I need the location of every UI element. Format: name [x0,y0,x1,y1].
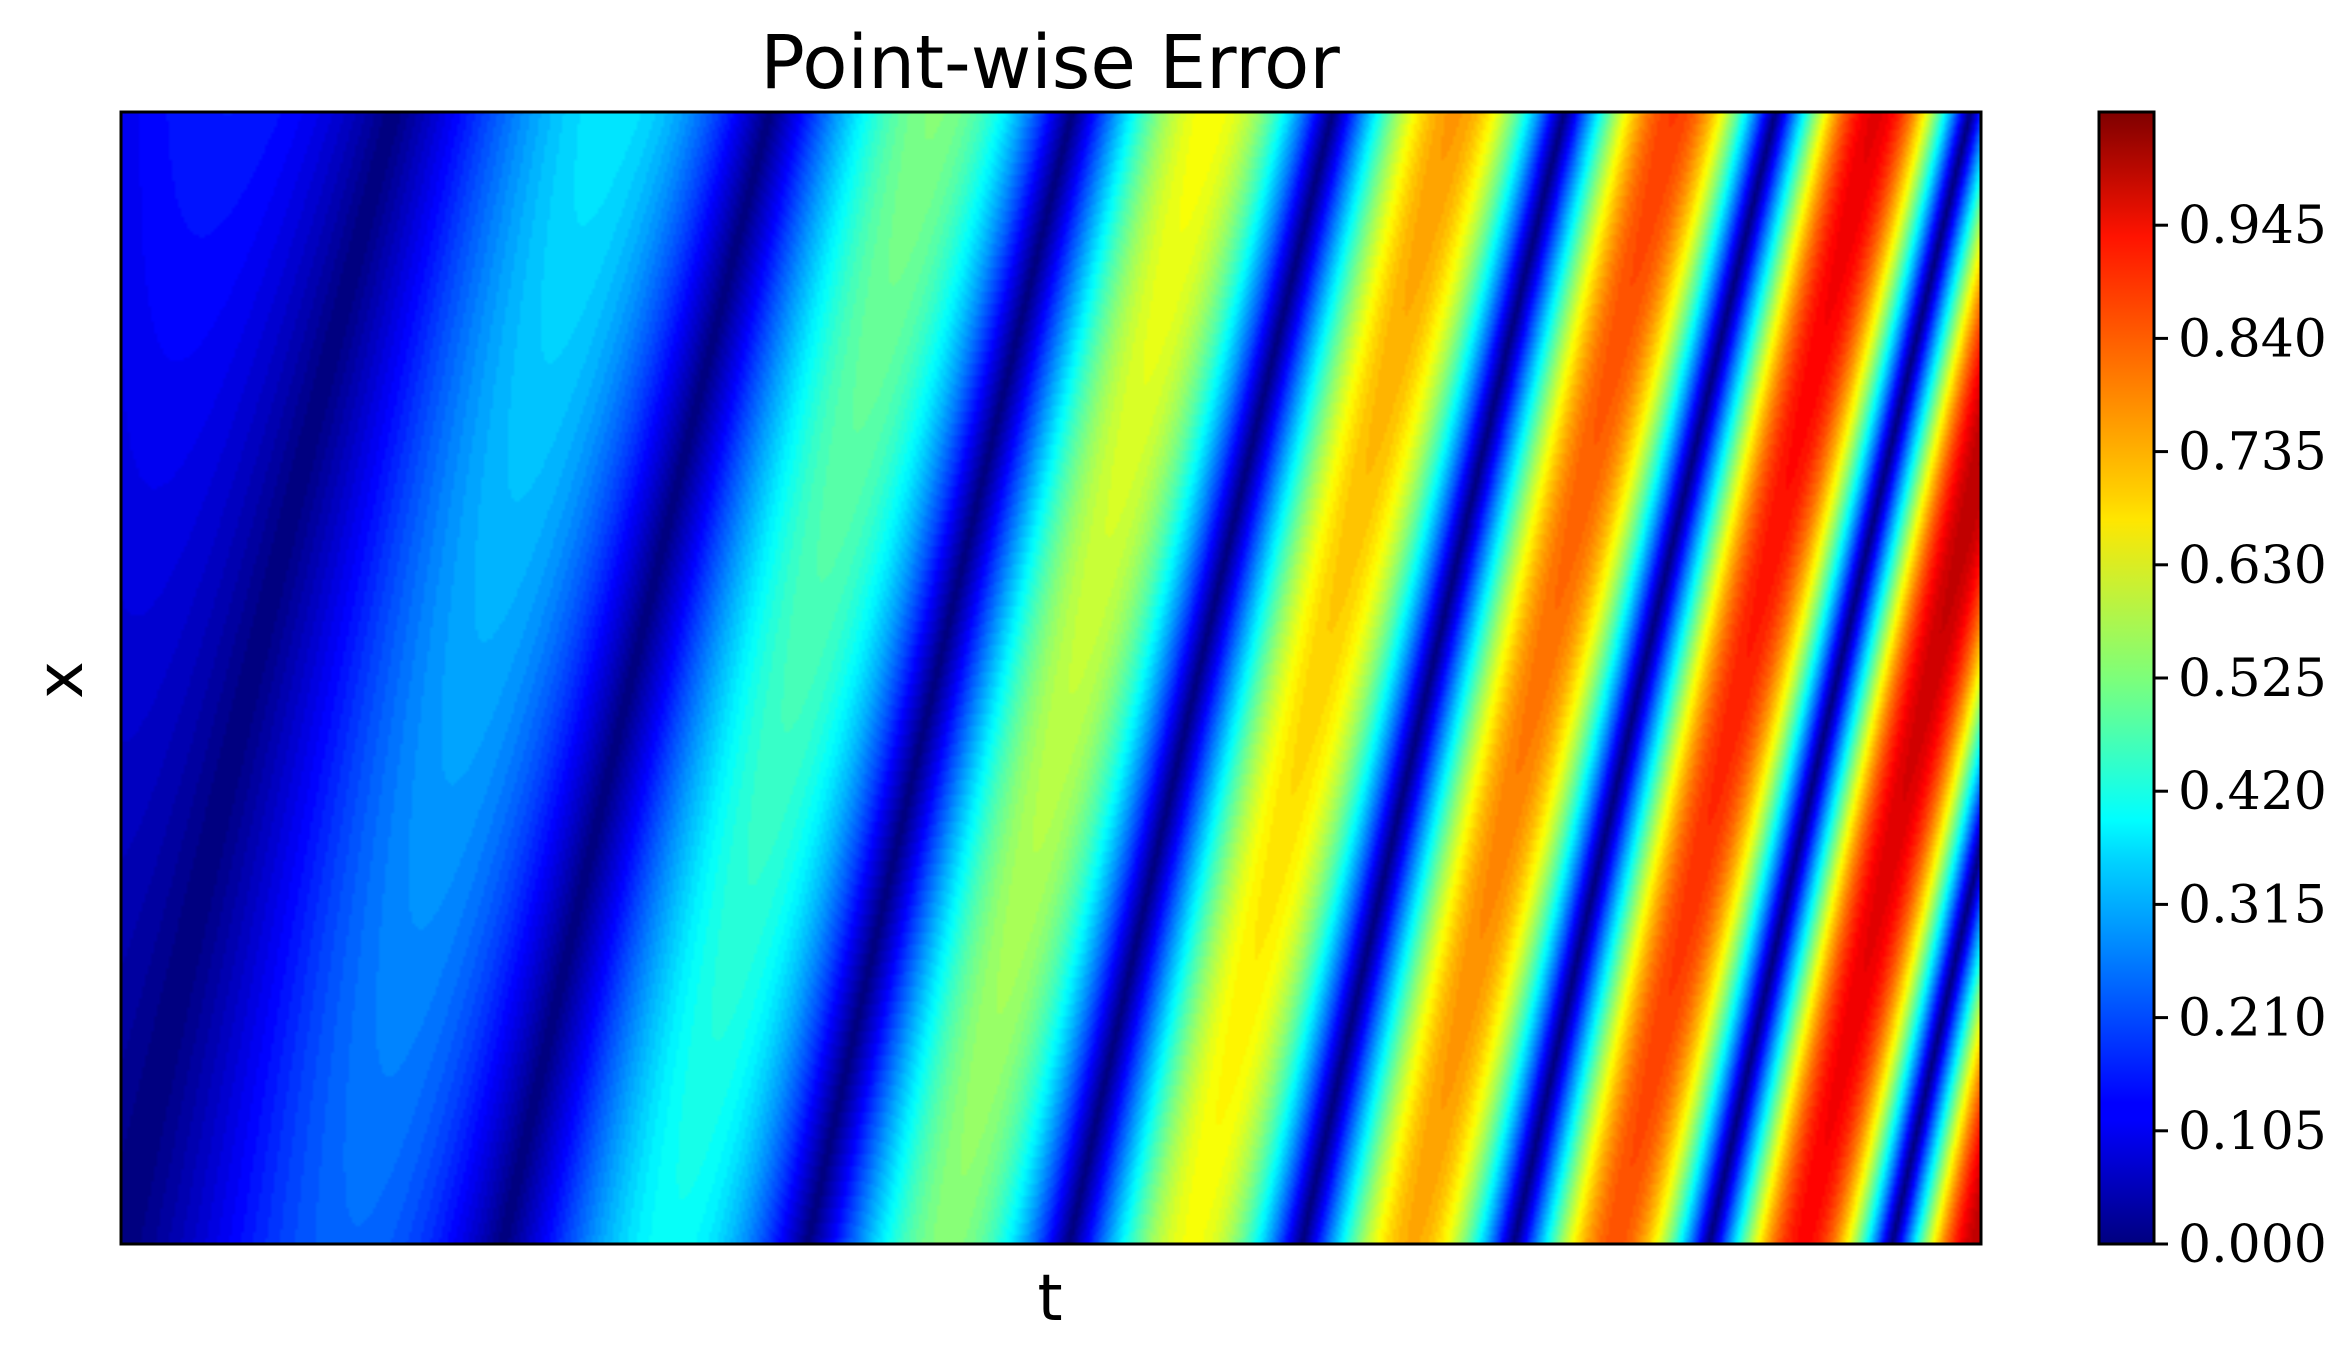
colorbar-tick-label: 0.210 [2178,989,2327,1049]
colorbar-tick-label: 0.735 [2178,423,2327,483]
colorbar-gradient [2099,112,2154,1244]
heatmap-field [121,112,1981,1244]
colorbar-tick-label: 0.525 [2178,649,2327,709]
colorbar-ticks: 0.000 0.105 0.210 0.315 0.420 0.525 0.630 0.735… [2154,196,2327,1275]
x-axis-label: t [1037,1262,1062,1336]
colorbar-tick-label: 0.945 [2178,196,2327,256]
colorbar-tick-label: 0.000 [2178,1215,2327,1275]
colorbar-tick-label: 0.840 [2178,309,2327,369]
plot-frame [119,110,1983,1246]
colorbar-tick-label: 0.105 [2178,1102,2327,1162]
colorbar-tick-label: 0.630 [2178,536,2327,596]
plot-area [119,110,1983,1246]
colorbar: 0.000 0.105 0.210 0.315 0.420 0.525 0.630 0.735… [2097,110,2327,1275]
y-axis-label: x [24,661,98,699]
colorbar-tick-label: 0.420 [2178,762,2327,822]
chart-title: Point-wise Error [760,20,1340,106]
colorbar-tick-label: 0.315 [2178,875,2327,935]
